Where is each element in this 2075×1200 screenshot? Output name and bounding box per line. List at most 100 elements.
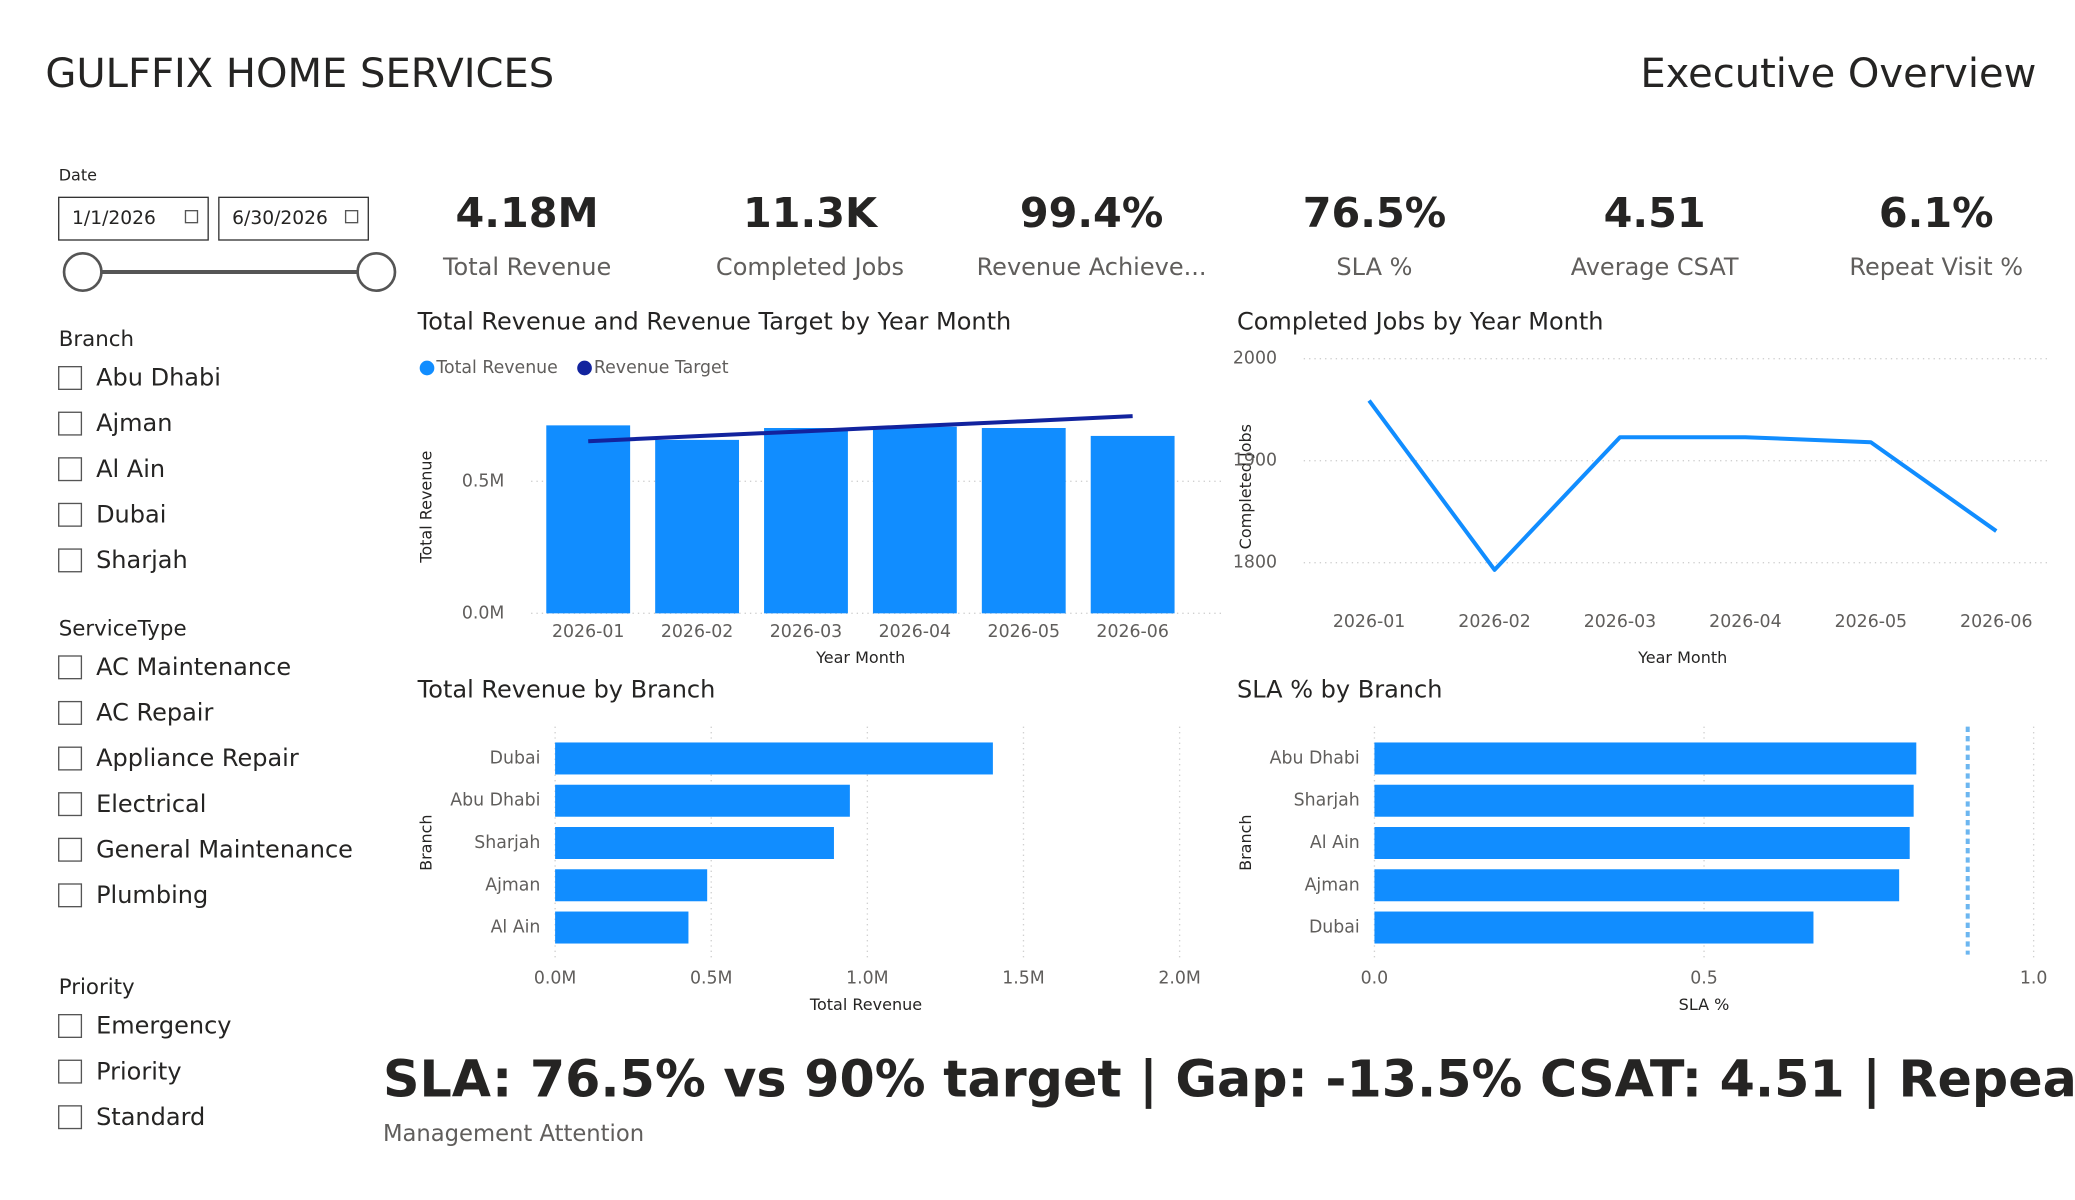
x-tick-label: 2026-04	[879, 622, 951, 642]
checkbox[interactable]	[58, 837, 83, 862]
kpi-label: Completed Jobs	[716, 253, 904, 281]
legend-label[interactable]: Total Revenue	[435, 358, 558, 378]
bar[interactable]	[764, 428, 848, 614]
chart-title: Total Revenue by Branch	[417, 676, 716, 704]
bar[interactable]	[555, 911, 689, 944]
x-tick-label: 2026-05	[988, 622, 1060, 642]
y-axis-title: Total Revenue	[417, 451, 436, 564]
bar[interactable]	[1374, 869, 1900, 902]
checkbox[interactable]	[58, 502, 83, 527]
x-axis-title: Year Month	[1637, 648, 1727, 667]
x-tick-label: 0.0M	[534, 969, 577, 989]
checkbox[interactable]	[58, 1105, 83, 1130]
bar[interactable]	[981, 428, 1066, 614]
bar[interactable]	[1374, 911, 1814, 944]
bar[interactable]	[872, 426, 957, 614]
bar[interactable]	[1374, 742, 1917, 775]
bar[interactable]	[655, 439, 740, 614]
checkbox[interactable]	[58, 883, 83, 908]
y-tick-label: Al Ain	[491, 918, 541, 938]
checkbox[interactable]	[58, 655, 83, 680]
bar[interactable]	[1374, 784, 1914, 817]
x-axis-title: Year Month	[815, 648, 905, 667]
calendar-icon	[184, 210, 199, 224]
checkbox[interactable]	[58, 792, 83, 817]
kpi-value: 4.51	[1604, 189, 1706, 237]
chart-title: Total Revenue and Revenue Target by Year…	[417, 308, 1012, 336]
kpi-label: SLA %	[1336, 253, 1412, 281]
slicer-option[interactable]: Plumbing	[96, 881, 208, 909]
slicer-option[interactable]: General Maintenance	[96, 835, 353, 863]
checkbox[interactable]	[58, 366, 83, 390]
y-tick-label: 1900	[1233, 451, 1277, 471]
date-input[interactable]	[58, 196, 209, 241]
slicer-option[interactable]: Ajman	[96, 409, 172, 437]
date-value: 6/30/2026	[232, 208, 328, 229]
slicer-option[interactable]: Abu Dhabi	[96, 364, 221, 392]
x-tick-label: 1.0M	[846, 969, 889, 989]
slicer-option[interactable]: Sharjah	[96, 546, 188, 574]
summary-caption: Management Attention	[383, 1121, 644, 1147]
date-value: 1/1/2026	[72, 208, 156, 229]
kpi-value: 4.18M	[456, 189, 599, 237]
slicer-option[interactable]: AC Repair	[96, 699, 213, 727]
x-tick-label: 2026-04	[1709, 612, 1781, 632]
bar[interactable]	[1374, 827, 1910, 859]
bar[interactable]	[555, 869, 708, 902]
checkbox[interactable]	[58, 411, 83, 436]
bar[interactable]	[1090, 435, 1175, 614]
checkbox[interactable]	[58, 457, 83, 482]
slicer-option[interactable]: Standard	[96, 1103, 205, 1131]
legend-label[interactable]: Revenue Target	[594, 358, 729, 378]
y-tick-label: Ajman	[485, 875, 540, 895]
x-tick-label: 1.5M	[1002, 969, 1045, 989]
kpi-label: Average CSAT	[1571, 253, 1739, 281]
date-slider-handle[interactable]	[356, 252, 397, 292]
checkbox[interactable]	[58, 1059, 83, 1084]
slicer-option[interactable]: AC Maintenance	[96, 653, 291, 681]
kpi-value: 11.3K	[743, 189, 879, 237]
x-axis-title: Total Revenue	[809, 995, 922, 1014]
y-tick-label: 1800	[1233, 553, 1277, 573]
slicer-option[interactable]: Electrical	[96, 790, 206, 818]
checkbox[interactable]	[58, 746, 83, 771]
kpi-label: Revenue Achieve...	[977, 253, 1207, 281]
bar[interactable]	[555, 784, 850, 817]
x-tick-label: 1.0	[2020, 969, 2048, 989]
page-title: Executive Overview	[1640, 51, 2036, 97]
checkbox[interactable]	[58, 700, 83, 725]
legend-marker	[577, 360, 592, 376]
kpi-value: 76.5%	[1303, 189, 1446, 237]
date-label: Date	[59, 166, 97, 185]
y-axis-title: Branch	[417, 814, 436, 870]
slicer-option[interactable]: Priority	[96, 1057, 181, 1085]
y-tick-label: 0.0M	[462, 603, 505, 623]
slicer-option[interactable]: Dubai	[96, 500, 166, 528]
legend-marker	[419, 360, 435, 376]
slicer-option[interactable]: Appliance Repair	[96, 744, 299, 772]
slicer-option[interactable]: Al Ain	[96, 455, 165, 483]
y-tick-label: Abu Dhabi	[450, 791, 540, 811]
target-line	[588, 414, 1133, 444]
date-slider-handle[interactable]	[62, 252, 103, 292]
bar[interactable]	[555, 742, 993, 775]
y-tick-label: Al Ain	[1310, 833, 1360, 853]
bar[interactable]	[555, 827, 834, 859]
x-tick-label: 0.5	[1690, 969, 1718, 989]
calendar-icon	[344, 210, 359, 224]
slicer-heading: Branch	[59, 327, 134, 352]
y-tick-label: 2000	[1233, 349, 1277, 369]
checkbox[interactable]	[58, 1014, 83, 1038]
slicer-heading: ServiceType	[59, 616, 187, 641]
checkbox[interactable]	[58, 548, 83, 573]
line	[1367, 399, 1998, 572]
slicer-option[interactable]: Emergency	[96, 1012, 231, 1040]
y-tick-label: Dubai	[1309, 918, 1360, 938]
y-tick-label: Ajman	[1305, 875, 1360, 895]
date-input[interactable]	[218, 196, 369, 241]
bar[interactable]	[546, 425, 631, 614]
y-tick-label: Abu Dhabi	[1270, 748, 1360, 768]
x-tick-label: 2026-05	[1835, 612, 1907, 632]
y-tick-label: Sharjah	[1294, 791, 1360, 811]
